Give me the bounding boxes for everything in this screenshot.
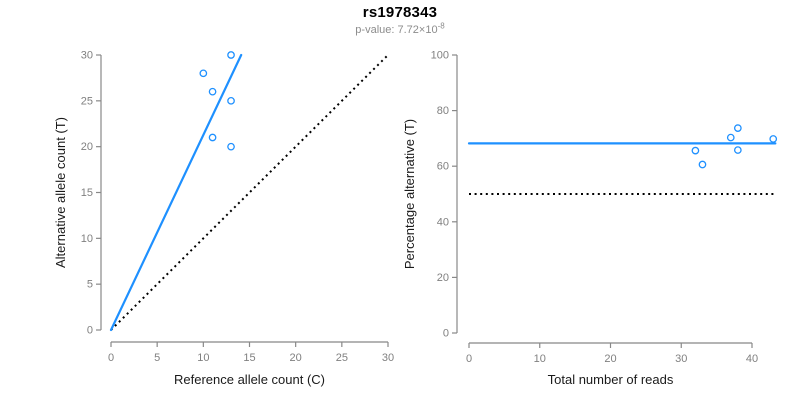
p-value-text: p-value: 7.72×10	[355, 24, 438, 36]
x-tick-label: 10	[197, 352, 209, 364]
data-point	[227, 142, 235, 151]
x-tick-label: 40	[746, 353, 758, 365]
data-point	[208, 133, 217, 142]
y-tick-label: 5	[87, 279, 93, 291]
x-tick-label: 0	[466, 353, 472, 365]
y-tick-label: 25	[81, 95, 93, 107]
y-tick-label: 20	[81, 141, 93, 153]
figure-title: rs1978343	[362, 4, 438, 21]
data-point	[769, 135, 778, 143]
x-tick-label: 5	[154, 352, 160, 364]
x-tick-label: 20	[604, 353, 616, 365]
y-tick-label: 100	[431, 50, 449, 62]
y-tick-label: 15	[81, 187, 93, 199]
data-point	[733, 146, 742, 154]
data-point	[227, 96, 235, 105]
data-point	[698, 160, 707, 169]
x-tick-label: 20	[290, 352, 302, 364]
identity-line	[110, 54, 389, 331]
x-tick-label: 30	[675, 353, 687, 365]
data-point	[199, 69, 208, 78]
y-tick-label: 80	[437, 105, 449, 117]
data-point	[227, 51, 235, 59]
y-tick-label: 60	[437, 161, 449, 173]
x-tick-label: 25	[336, 352, 348, 364]
data-point	[726, 133, 735, 142]
y-tick-label: 10	[81, 233, 93, 245]
x-axis-title: Reference allele count (C)	[174, 372, 325, 387]
p-value-exponent: -8	[437, 21, 445, 31]
figure-subtitle: p-value: 7.72×10-8	[0, 21, 800, 36]
x-tick-label: 10	[534, 353, 546, 365]
y-tick-label: 20	[437, 272, 449, 284]
y-axis-title: Percentage alternative (T)	[402, 119, 417, 269]
fit-line	[109, 53, 243, 332]
x-tick-label: 15	[243, 352, 255, 364]
y-tick-label: 40	[437, 216, 449, 228]
data-point	[691, 146, 700, 155]
y-tick-label: 30	[81, 50, 93, 62]
x-axis-title: Total number of reads	[548, 372, 674, 387]
y-axis-title: Alternative allele count (T)	[53, 117, 68, 268]
x-tick-label: 0	[108, 352, 114, 364]
data-point	[208, 87, 217, 96]
x-tick-label: 30	[382, 352, 394, 364]
y-tick-label: 0	[443, 328, 449, 340]
data-point	[733, 124, 742, 132]
y-tick-label: 0	[87, 325, 93, 337]
